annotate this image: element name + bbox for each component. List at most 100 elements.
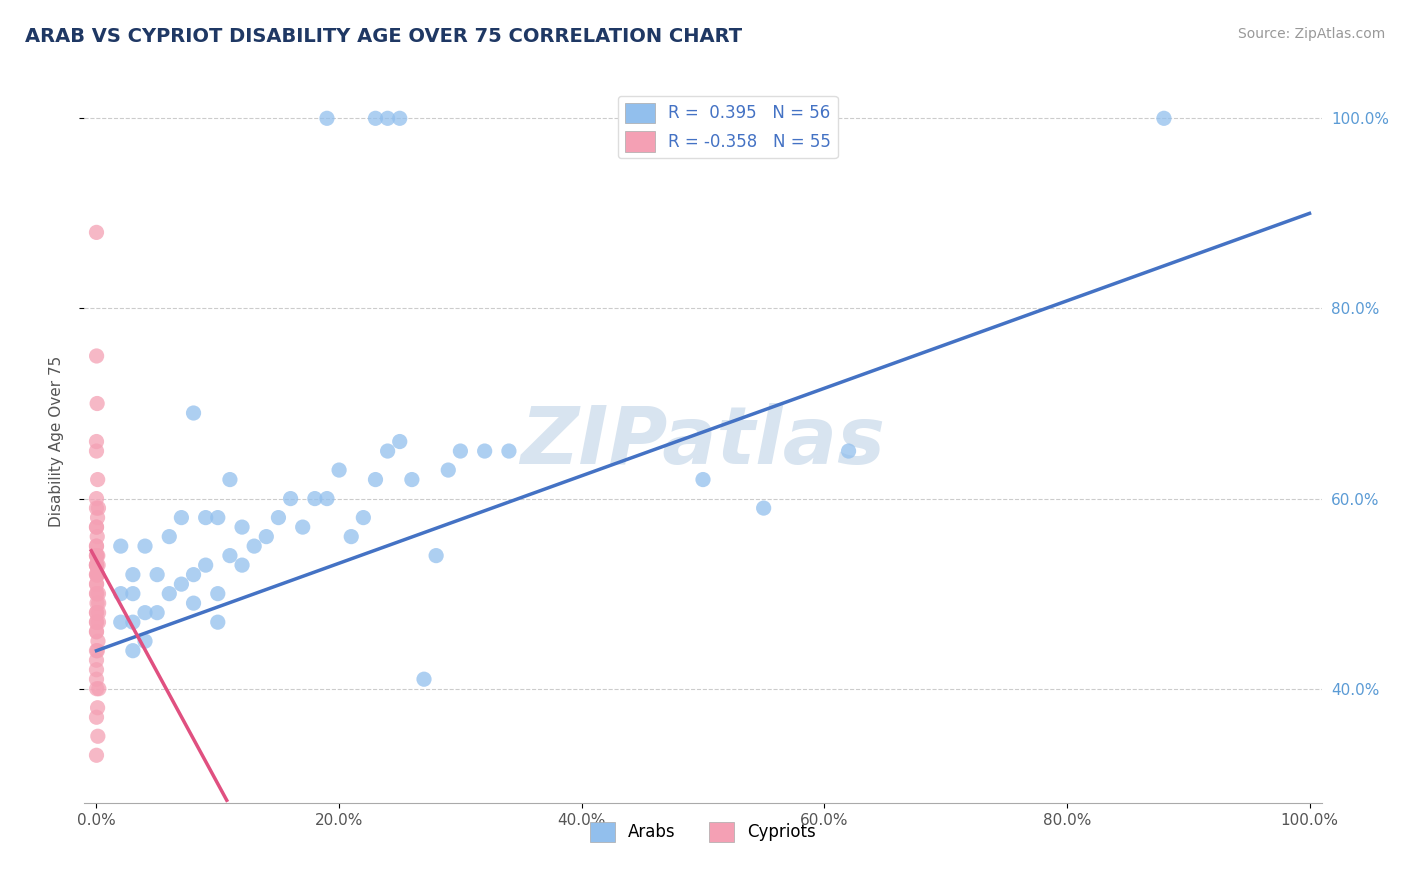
Point (86, 349, 108, 363)
Point (183, 406, 205, 420)
Point (146, 567, 169, 582)
Point (86, 226, 108, 240)
Point (352, 510, 374, 524)
Point (86, 643, 108, 657)
Point (474, 444, 496, 458)
Point (340, 530, 363, 544)
Point (219, 473, 242, 487)
Text: ZIPatlas: ZIPatlas (520, 402, 886, 481)
Point (267, 510, 290, 524)
Point (838, 444, 860, 458)
Point (86, 596, 108, 610)
Point (328, 463, 350, 477)
Point (86, 558, 108, 573)
Point (86, 567, 108, 582)
Point (291, 520, 314, 534)
Point (86, 577, 108, 591)
Point (86, 663, 108, 677)
Point (87, 558, 110, 573)
Point (364, 112, 387, 126)
Point (87, 615, 110, 630)
Point (377, 444, 399, 458)
Point (364, 473, 387, 487)
Point (316, 112, 339, 126)
Point (86, 624, 108, 639)
Point (194, 558, 217, 573)
Point (157, 530, 180, 544)
Point (110, 615, 132, 630)
Text: Source: ZipAtlas.com: Source: ZipAtlas.com (1237, 27, 1385, 41)
Point (86, 558, 108, 573)
Point (87, 634, 110, 648)
Point (86, 606, 108, 620)
Point (449, 444, 471, 458)
Point (86, 539, 108, 553)
Point (87, 501, 110, 516)
Point (425, 549, 447, 563)
Point (86, 539, 108, 553)
Point (243, 539, 266, 553)
Point (87, 587, 110, 601)
Point (86, 549, 108, 563)
Point (86, 615, 108, 630)
Point (110, 587, 132, 601)
Point (231, 520, 253, 534)
Point (86, 558, 108, 573)
Point (134, 634, 156, 648)
Point (86, 444, 108, 458)
Point (170, 577, 193, 591)
Point (134, 606, 156, 620)
Point (86, 549, 108, 563)
Point (86, 700, 108, 714)
Point (388, 112, 411, 126)
Point (280, 491, 302, 506)
Point (401, 473, 423, 487)
Point (86, 567, 108, 582)
Point (86, 520, 108, 534)
Point (86, 530, 108, 544)
Point (122, 567, 145, 582)
Point (183, 567, 205, 582)
Point (254, 530, 277, 544)
Point (219, 549, 242, 563)
Point (86, 558, 108, 573)
Point (86, 587, 108, 601)
Point (170, 510, 193, 524)
Point (87, 681, 110, 696)
Point (1153, 112, 1175, 126)
Point (122, 615, 145, 630)
Point (87, 596, 110, 610)
Point (86, 672, 108, 686)
Point (316, 491, 339, 506)
Point (231, 558, 253, 573)
Point (437, 463, 460, 477)
Point (692, 473, 714, 487)
Point (86, 710, 108, 724)
Point (86, 587, 108, 601)
Point (86, 653, 108, 667)
Legend: Arabs, Cypriots: Arabs, Cypriots (583, 815, 823, 848)
Point (752, 501, 775, 516)
Point (86, 606, 108, 620)
Point (86, 615, 108, 630)
Point (86, 501, 108, 516)
Point (134, 539, 156, 553)
Point (86, 520, 108, 534)
Point (110, 539, 132, 553)
Point (304, 491, 326, 506)
Point (122, 587, 145, 601)
Point (86, 567, 108, 582)
Point (86, 491, 108, 506)
Point (87, 606, 110, 620)
Point (194, 510, 217, 524)
Point (207, 587, 229, 601)
Point (157, 587, 180, 601)
Point (183, 596, 205, 610)
Point (87, 729, 110, 743)
Point (207, 615, 229, 630)
Point (86, 549, 108, 563)
Point (86, 396, 108, 410)
Point (86, 473, 108, 487)
Point (498, 444, 520, 458)
Point (207, 510, 229, 524)
